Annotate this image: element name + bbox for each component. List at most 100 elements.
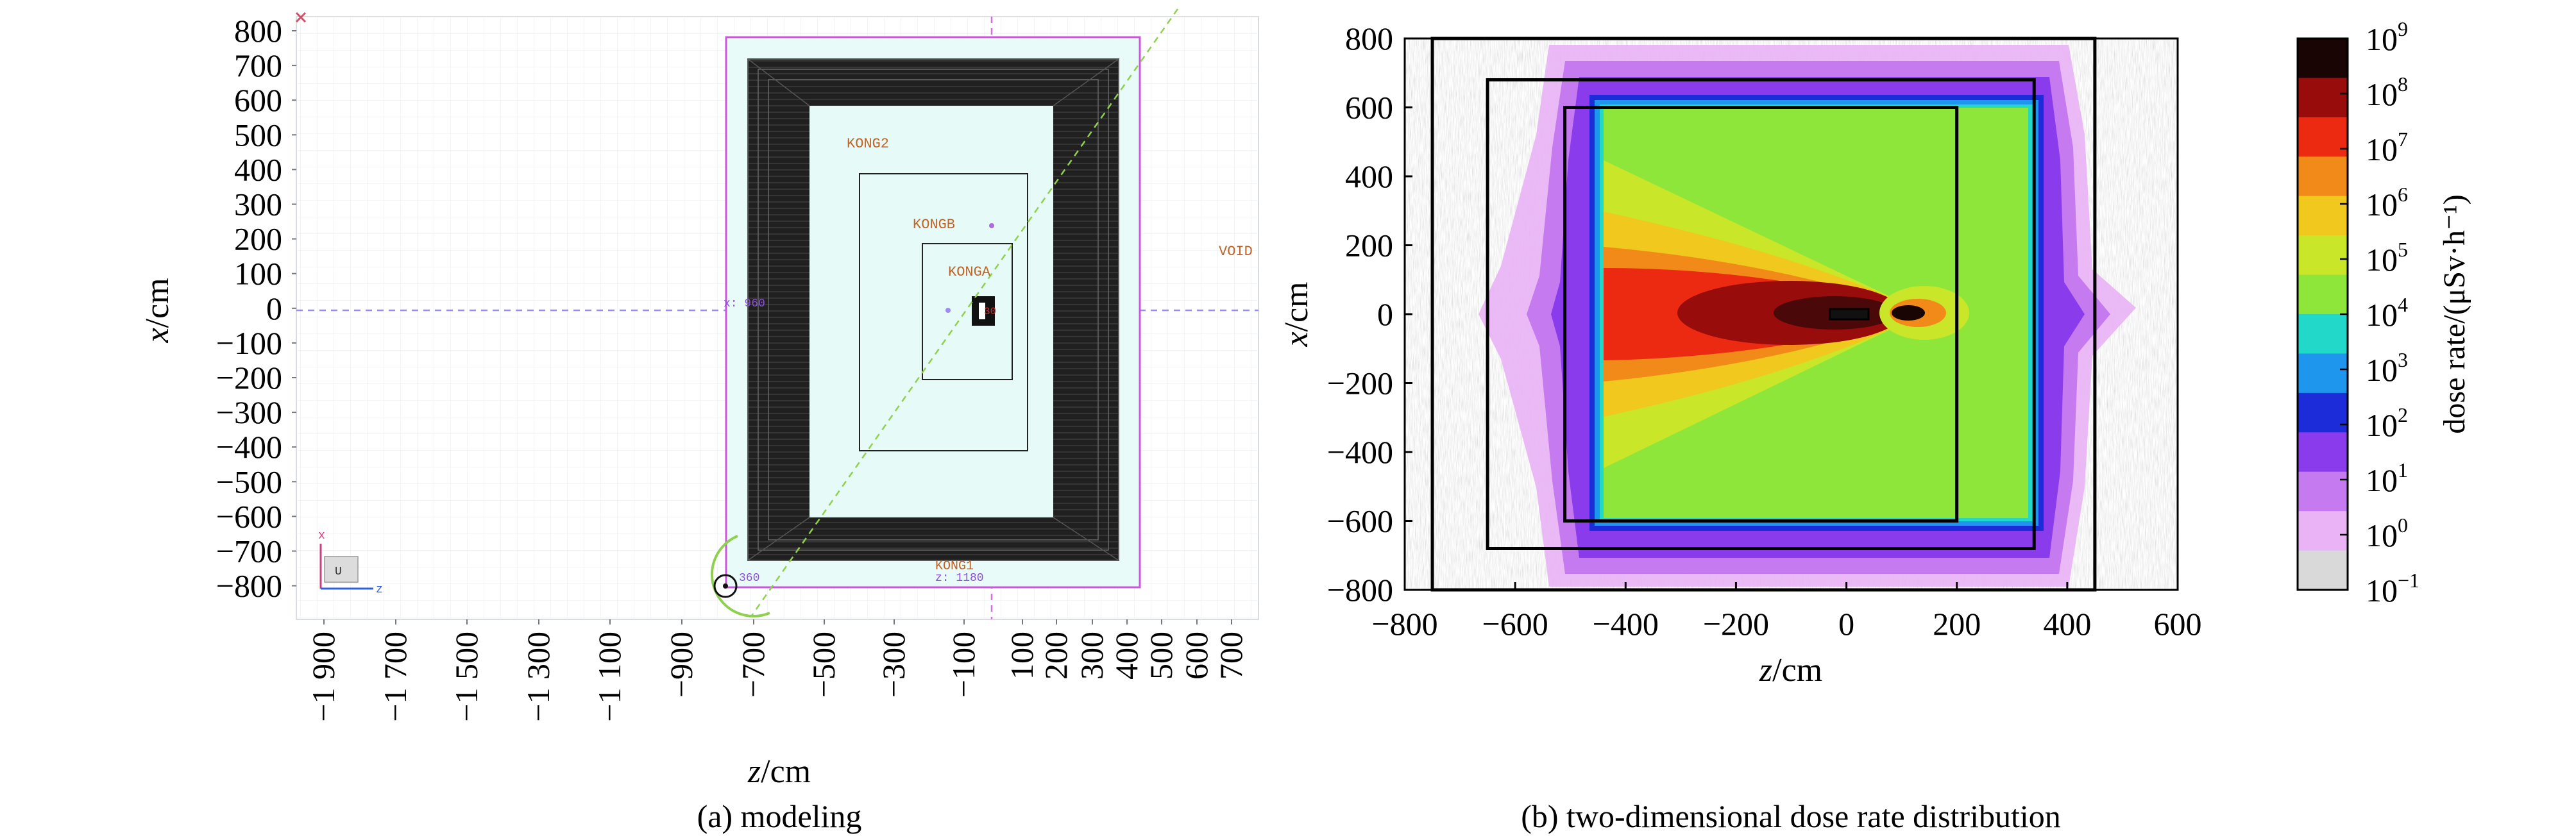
svg-text:x/cm: x/cm <box>1278 281 1315 347</box>
y-tick-label: 400 <box>1345 158 1393 194</box>
colorbar-tick-label: 103 <box>2366 348 2408 388</box>
colorbar-tick-label: 107 <box>2366 128 2408 167</box>
kong2-room <box>809 106 1053 517</box>
colorbar-tick-label: 100 <box>2366 514 2408 553</box>
y-tick-label: 800 <box>234 13 282 49</box>
x-tick-label: 200 <box>1933 606 1981 642</box>
y-tick-label: 0 <box>1377 296 1393 332</box>
y-tick-label: 200 <box>1345 228 1393 264</box>
colorbar-segment <box>2298 117 2348 157</box>
x-tick-label: 400 <box>1108 632 1144 680</box>
source-rect <box>1829 308 1870 321</box>
y-tick-label: 700 <box>234 47 282 83</box>
colorbar-segment <box>2298 471 2348 512</box>
y-tick-label: −500 <box>216 464 282 499</box>
panel-caption: (b) two-dimensional dose rate distributi… <box>1521 798 2061 834</box>
colorbar <box>2296 37 2349 591</box>
konga-region <box>922 243 1013 380</box>
y-tick-labels: 8007006005004003002001000−100−200−300−40… <box>216 13 296 604</box>
diagonal-guide <box>750 8 1179 616</box>
y-axis-label: x/cm <box>1278 281 1315 347</box>
svg-text:U: U <box>335 566 342 578</box>
x-tick-label: −700 <box>735 632 771 698</box>
colorbar-segment <box>2298 196 2348 236</box>
origin-target[interactable] <box>713 574 738 598</box>
region-label: KONGA <box>948 264 991 280</box>
shield-outline <box>1486 78 2036 550</box>
x-tick-label: 200 <box>1038 632 1074 680</box>
colorbar-segment <box>2298 392 2348 433</box>
colorbar-title: dose rate/(μSv·h⁻¹) <box>2437 194 2471 433</box>
colorbar-tick-label: 10−1 <box>2366 569 2419 608</box>
y-tick-label: 600 <box>234 82 282 118</box>
y-tick-label: 400 <box>234 151 282 187</box>
colorbar-segment <box>2298 156 2348 197</box>
y-tick-label: −800 <box>216 568 282 604</box>
x-tick-label: −1 500 <box>448 632 484 722</box>
y-tick-label: −200 <box>216 360 282 396</box>
svg-text:dose rate/(μSv·h⁻¹): dose rate/(μSv·h⁻¹) <box>2437 194 2471 433</box>
x-tick-label: 500 <box>1143 632 1179 680</box>
colorbar-segment <box>2298 274 2348 315</box>
source-label: 30 <box>984 306 996 317</box>
colorbar-tick-label: 102 <box>2366 403 2408 443</box>
coordinate-readout: 360 <box>739 572 759 585</box>
panel-b-dose-distribution: 800 600 400 200 0 −200 −400 −600 −800 −800 −600 −4… <box>1278 17 2471 834</box>
colorbar-tick-label: 109 <box>2366 17 2408 57</box>
x-tick-labels: −800 −600 −400 −200 0 200 400 600 <box>1371 582 2202 642</box>
colorbar-tick-label: 104 <box>2366 293 2408 333</box>
x-tick-label: 300 <box>1074 632 1110 680</box>
colorbar-tick-label: 105 <box>2366 238 2408 278</box>
colorbar-segment <box>2298 314 2348 355</box>
y-tick-label: −800 <box>1327 572 1393 608</box>
y-axis-label: x/cm <box>139 278 176 343</box>
x-tick-label: −600 <box>1482 606 1548 642</box>
y-tick-label: 600 <box>1345 90 1393 126</box>
x-tick-label: −400 <box>1593 606 1659 642</box>
y-tick-label: 800 <box>1345 21 1393 56</box>
y-tick-labels: 800 600 400 200 0 −200 −400 −600 −800 <box>1327 21 1412 608</box>
x-axis-label: z/cm <box>747 753 811 790</box>
svg-text:x: x <box>318 530 325 542</box>
colorbar-segment <box>2298 235 2348 276</box>
shield-outline <box>1563 106 1959 523</box>
x-tick-labels: −1 900 −1 700 −1 500 −1 300 −1 100 −900 −700 −5… <box>305 619 1249 722</box>
colorbar-segment <box>2298 78 2348 118</box>
x-tick-label: −1 300 <box>520 632 556 722</box>
x-tick-label: −500 <box>806 632 842 698</box>
kongb-region <box>859 173 1028 451</box>
region-label: VOID <box>1219 244 1253 260</box>
y-tick-label: −400 <box>216 429 282 465</box>
axis-gizmo-icon: U x z <box>318 530 383 596</box>
dose-heatmap <box>1405 38 2178 590</box>
panel-a-modeling: KONG2 KONGB KONGA VOID KONG1 x: 960 z: 1… <box>139 8 1259 834</box>
colorbar-tick-label: 101 <box>2366 458 2408 498</box>
panel-caption: (a) modeling <box>697 798 862 834</box>
close-icon[interactable] <box>295 12 307 23</box>
y-tick-label: −600 <box>1327 503 1393 539</box>
x-tick-label: −300 <box>876 632 911 698</box>
x-tick-label: −100 <box>945 632 981 698</box>
x-tick-label: 100 <box>1004 632 1040 680</box>
x-tick-label: 0 <box>1838 606 1854 642</box>
colorbar-segment <box>2298 353 2348 394</box>
svg-text:x/cm: x/cm <box>139 278 176 343</box>
y-tick-label: −400 <box>1327 434 1393 470</box>
region-label: KONG2 <box>847 136 889 152</box>
source-marker <box>1829 308 1870 321</box>
region-label: KONGB <box>913 217 955 233</box>
colorbar-tick-labels: 109 108 107 106 105 104 103 102 101 100 10−1 <box>2340 17 2419 608</box>
x-tick-label: −800 <box>1371 606 1437 642</box>
y-tick-label: 0 <box>266 290 282 326</box>
coordinate-readout: x: 960 <box>724 297 765 310</box>
y-tick-label: 200 <box>234 221 282 257</box>
y-tick-label: 100 <box>234 256 282 292</box>
x-tick-label: −200 <box>1703 606 1769 642</box>
y-tick-label: −200 <box>1327 365 1393 401</box>
x-tick-label: −900 <box>663 632 699 698</box>
region-label: KONG1 <box>935 559 974 574</box>
x-tick-label: −1 700 <box>377 632 413 722</box>
x-tick-label: 600 <box>2154 606 2202 642</box>
y-tick-label: 300 <box>234 187 282 222</box>
